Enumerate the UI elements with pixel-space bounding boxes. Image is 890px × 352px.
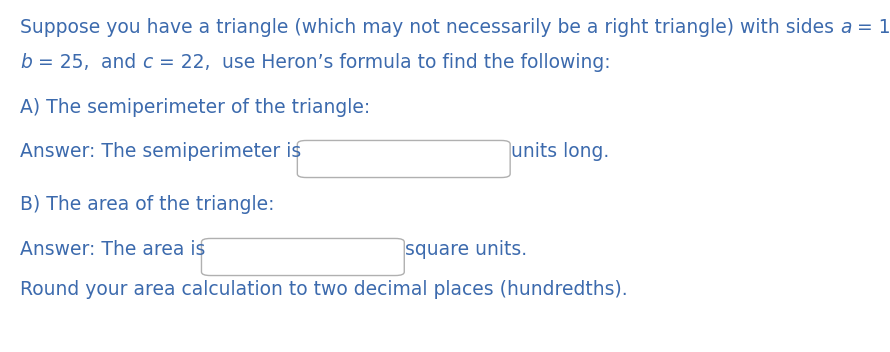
- Text: A) The semiperimeter of the triangle:: A) The semiperimeter of the triangle:: [20, 98, 370, 117]
- Text: b: b: [20, 53, 32, 72]
- Text: B) The area of the triangle:: B) The area of the triangle:: [20, 195, 274, 214]
- Text: = 12,: = 12,: [852, 18, 890, 37]
- Text: c: c: [142, 53, 153, 72]
- Text: = 25,: = 25,: [32, 53, 89, 72]
- Text: Answer: The semiperimeter is: Answer: The semiperimeter is: [20, 142, 301, 161]
- Text: use Heron’s formula to find the following:: use Heron’s formula to find the followin…: [210, 53, 611, 72]
- Text: and: and: [89, 53, 142, 72]
- Text: square units.: square units.: [405, 240, 528, 259]
- Text: = 22,: = 22,: [153, 53, 210, 72]
- Text: Suppose you have a triangle (which may not necessarily be a right triangle) with: Suppose you have a triangle (which may n…: [20, 18, 840, 37]
- Text: units long.: units long.: [511, 142, 610, 161]
- Text: Answer: The area is: Answer: The area is: [20, 240, 206, 259]
- Text: Round your area calculation to two decimal places (hundredths).: Round your area calculation to two decim…: [20, 280, 627, 299]
- Text: a: a: [840, 18, 852, 37]
